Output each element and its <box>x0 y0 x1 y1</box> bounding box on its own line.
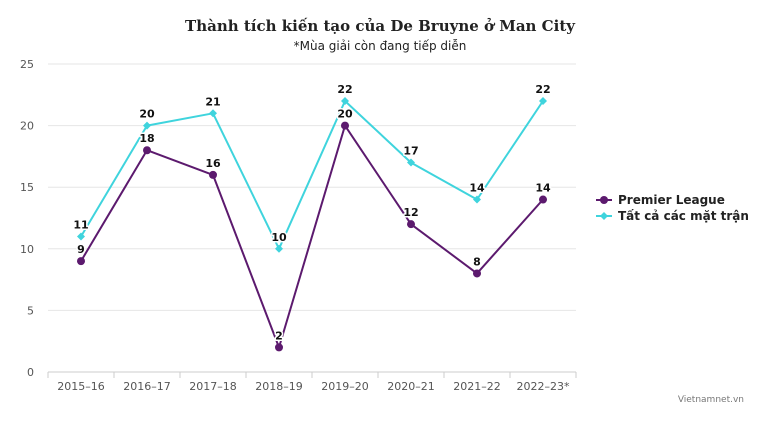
series-line <box>80 100 544 250</box>
legend-marker <box>600 196 608 204</box>
legend-marker <box>600 212 608 220</box>
y-tick-label: 25 <box>20 58 34 71</box>
x-tick-label: 2017–18 <box>189 380 237 393</box>
data-label: 21 <box>205 95 220 108</box>
y-axis: 0 5 10 15 20 25 <box>20 58 34 379</box>
data-point <box>143 146 151 155</box>
data-point <box>209 109 217 118</box>
data-label: 14 <box>469 182 485 195</box>
x-tick-label: 2022–23* <box>517 380 570 393</box>
data-label: 17 <box>403 145 418 158</box>
x-axis: 2015–16 2016–17 2017–18 2018–19 2019–20 2020–… <box>47 372 577 393</box>
data-point <box>407 158 415 167</box>
data-point <box>341 121 349 130</box>
x-tick-label: 2021–22 <box>453 380 501 393</box>
data-point <box>77 257 85 266</box>
data-point <box>275 244 283 253</box>
x-tick-label: 2016–17 <box>123 380 171 393</box>
x-tick-label: 2018–19 <box>255 380 303 393</box>
data-point <box>539 195 547 204</box>
data-label: 20 <box>337 108 353 121</box>
data-label: 11 <box>73 218 88 231</box>
series-line <box>80 124 544 349</box>
data-label: 12 <box>403 206 418 219</box>
legend[interactable]: Premier League Tất cả các mặt trận <box>596 193 749 223</box>
legend-label: Premier League <box>618 193 725 207</box>
data-label: 2 <box>275 329 283 342</box>
data-label: 18 <box>139 132 154 145</box>
y-tick-label: 10 <box>20 243 34 256</box>
chart-title: Thành tích kiến tạo của De Bruyne ở Man … <box>185 17 576 35</box>
data-label: 16 <box>205 157 221 170</box>
chart-subtitle: *Mùa giải còn đang tiếp diễn <box>294 39 467 53</box>
data-label: 9 <box>77 243 85 256</box>
data-label: 10 <box>271 231 287 244</box>
y-tick-label: 0 <box>27 366 34 379</box>
y-tick-label: 5 <box>27 304 34 317</box>
y-tick-label: 20 <box>20 120 34 133</box>
data-point <box>407 220 415 229</box>
series-layer <box>77 96 547 352</box>
data-labels: 9 18 16 2 20 12 8 14 11 20 21 10 22 17 14 22 <box>72 81 553 343</box>
data-point <box>77 232 85 241</box>
data-label: 22 <box>535 83 550 96</box>
x-tick-label: 2020–21 <box>387 380 435 393</box>
data-point <box>341 96 349 105</box>
credit-text: Vietnamnet.vn <box>678 395 744 405</box>
data-label: 22 <box>337 83 352 96</box>
data-point <box>275 343 283 352</box>
legend-label: Tất cả các mặt trận <box>618 209 749 223</box>
data-point <box>473 195 481 204</box>
data-point <box>209 170 217 179</box>
legend-item[interactable]: Premier League <box>596 193 725 207</box>
x-tick-label: 2015–16 <box>57 380 105 393</box>
data-point <box>539 96 547 105</box>
x-tick-label: 2019–20 <box>321 380 369 393</box>
legend-item[interactable]: Tất cả các mặt trận <box>596 209 749 223</box>
data-point <box>143 121 151 130</box>
data-label: 14 <box>535 182 551 195</box>
data-point <box>473 269 481 278</box>
data-label: 8 <box>473 255 481 268</box>
y-tick-label: 15 <box>20 181 34 194</box>
data-label: 20 <box>139 108 155 121</box>
grid <box>48 63 576 373</box>
